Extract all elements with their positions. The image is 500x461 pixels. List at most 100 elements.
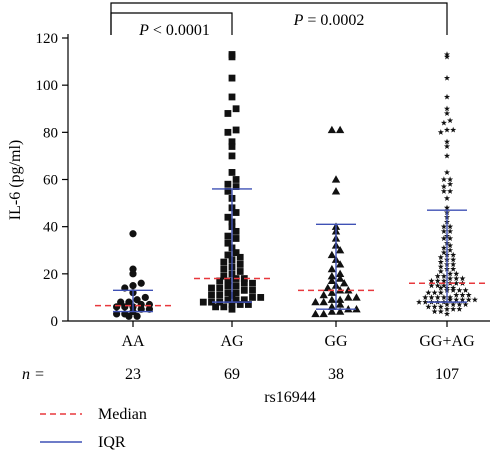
data-point-triangle (335, 300, 345, 308)
data-point-square (224, 110, 232, 117)
data-point-square (236, 261, 244, 268)
data-point-star (440, 277, 447, 284)
data-point-triangle (327, 250, 337, 259)
data-point-square (245, 301, 252, 308)
data-point-circle (133, 312, 141, 320)
data-point-star (465, 296, 472, 303)
data-point-star (422, 298, 429, 305)
data-point-star (443, 110, 451, 117)
data-point-square (240, 296, 248, 304)
data-point-square (224, 282, 232, 290)
data-point-star (416, 298, 423, 305)
data-point-triangle (311, 297, 320, 306)
data-point-square (220, 265, 228, 273)
data-point-star (443, 306, 451, 312)
n-row-label: n = (22, 366, 45, 383)
y-tick-label: 40 (43, 220, 58, 236)
data-point-star (434, 282, 441, 289)
data-point-star (447, 247, 454, 253)
data-point-square (228, 301, 236, 308)
data-point-circle (113, 303, 121, 311)
y-tick-label: 20 (43, 267, 58, 283)
data-point-square (216, 277, 224, 285)
data-point-star (431, 303, 438, 310)
x-category-label: AG (220, 333, 244, 350)
data-point-triangle (327, 271, 337, 280)
data-point-triangle (327, 302, 337, 310)
data-point-star (434, 277, 441, 284)
data-point-square (228, 74, 236, 82)
data-point-star (447, 176, 454, 183)
data-point-star (450, 256, 457, 263)
data-point-triangle (352, 293, 361, 301)
data-point-star (456, 306, 463, 312)
data-point-square (228, 53, 236, 61)
data-point-star (443, 74, 451, 81)
data-point-triangle (335, 307, 345, 315)
data-point-square (236, 301, 244, 308)
data-point-triangle (327, 125, 337, 134)
data-point-star (443, 301, 451, 308)
y-tick-label: 120 (36, 31, 59, 47)
data-point-square (228, 138, 236, 146)
data-point-circle (125, 298, 133, 306)
data-point-star (425, 303, 432, 310)
data-point-star (450, 126, 457, 133)
y-tick-label: 100 (36, 78, 59, 94)
data-point-star (440, 249, 447, 256)
data-point-star (425, 289, 432, 296)
data-point-square (249, 279, 256, 287)
data-point-triangle (335, 274, 345, 282)
p-value-label: P = 0.0002 (293, 12, 365, 29)
data-point-star (437, 284, 444, 291)
data-point-square (236, 253, 244, 261)
legend-iqr-label: IQR (98, 434, 126, 451)
data-point-triangle (335, 269, 345, 277)
data-point-star (428, 294, 435, 301)
data-point-star (437, 268, 444, 275)
y-axis-title: IL-6 (pg/ml) (7, 140, 24, 220)
data-point-star (450, 306, 457, 312)
data-point-square (232, 183, 240, 190)
data-point-triangle (331, 175, 341, 183)
data-point-star (422, 294, 429, 301)
data-point-square (232, 209, 240, 216)
data-point-square (232, 282, 240, 290)
data-point-square (249, 286, 256, 294)
data-point-triangle (335, 260, 345, 268)
data-point-square (232, 249, 240, 257)
data-point-square (224, 128, 232, 136)
data-point-circle (133, 296, 141, 304)
data-point-square (232, 105, 240, 113)
data-point-star (447, 228, 454, 234)
data-point-star (431, 308, 438, 315)
data-point-square (228, 305, 236, 313)
data-point-star (465, 291, 472, 298)
data-point-star (443, 310, 451, 317)
data-point-star (453, 275, 460, 282)
data-point-star (443, 143, 451, 150)
data-point-star (447, 181, 454, 187)
data-point-triangle (319, 297, 328, 306)
data-point-square (224, 180, 232, 188)
data-point-square (224, 232, 232, 240)
data-point-star (440, 244, 447, 251)
data-point-square (232, 176, 240, 183)
data-point-star (450, 265, 457, 272)
data-point-square (228, 93, 236, 101)
data-point-star (453, 291, 460, 298)
n-value-label: 69 (224, 366, 240, 383)
data-point-star (447, 188, 454, 194)
data-point-star (443, 195, 451, 201)
data-point-square (224, 213, 232, 221)
data-point-star (440, 176, 447, 183)
data-point-triangle (327, 307, 337, 315)
data-point-star (440, 183, 447, 190)
data-point-square (232, 235, 240, 242)
data-point-square (208, 291, 215, 299)
significance-brackets: P < 0.0001 P = 0.0002 (110, 2, 448, 39)
data-point-star (447, 223, 454, 230)
axes-layer: 0 20 40 60 80 100 120 AA 23 AG 69 GG 38 GG+AG 107 (36, 31, 490, 383)
data-point-star (440, 282, 447, 289)
data-point-star (447, 270, 454, 277)
